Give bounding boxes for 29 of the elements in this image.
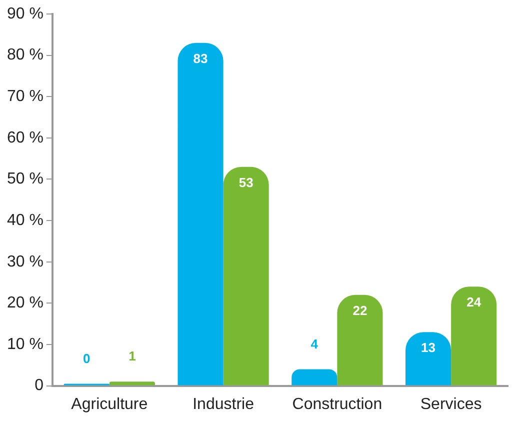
bar — [223, 166, 269, 386]
x-tick-label: Agriculture — [71, 396, 148, 413]
x-tick-label: Construction — [292, 396, 382, 413]
y-tick-label: 70 % — [7, 88, 44, 106]
data-label: 24 — [466, 294, 482, 310]
y-tick-label: 50 % — [7, 170, 44, 188]
y-tick-label: 20 % — [7, 294, 44, 312]
bar — [451, 286, 497, 386]
bar — [292, 369, 338, 386]
data-label: 0 — [83, 350, 90, 366]
y-tick-label: 0 — [34, 377, 44, 394]
y-tick-label: 40 % — [7, 212, 44, 229]
x-tick-label: Industrie — [192, 396, 254, 413]
bar — [109, 382, 155, 386]
data-label: 83 — [193, 50, 208, 66]
y-tick-label: 60 % — [7, 129, 44, 146]
y-tick-label: 30 % — [7, 253, 44, 270]
y-tick-label: 80 % — [7, 46, 44, 64]
data-label: 4 — [310, 336, 319, 352]
data-label: 1 — [128, 348, 136, 364]
data-label: 53 — [238, 174, 254, 190]
x-tick-label: Services — [420, 396, 482, 413]
bar — [178, 42, 224, 386]
y-tick-label: 10 % — [7, 336, 44, 353]
bar — [406, 332, 452, 386]
y-tick-label: 90 % — [7, 5, 44, 22]
data-label: 13 — [421, 340, 436, 356]
data-label: 22 — [352, 302, 368, 318]
bar — [337, 294, 383, 386]
